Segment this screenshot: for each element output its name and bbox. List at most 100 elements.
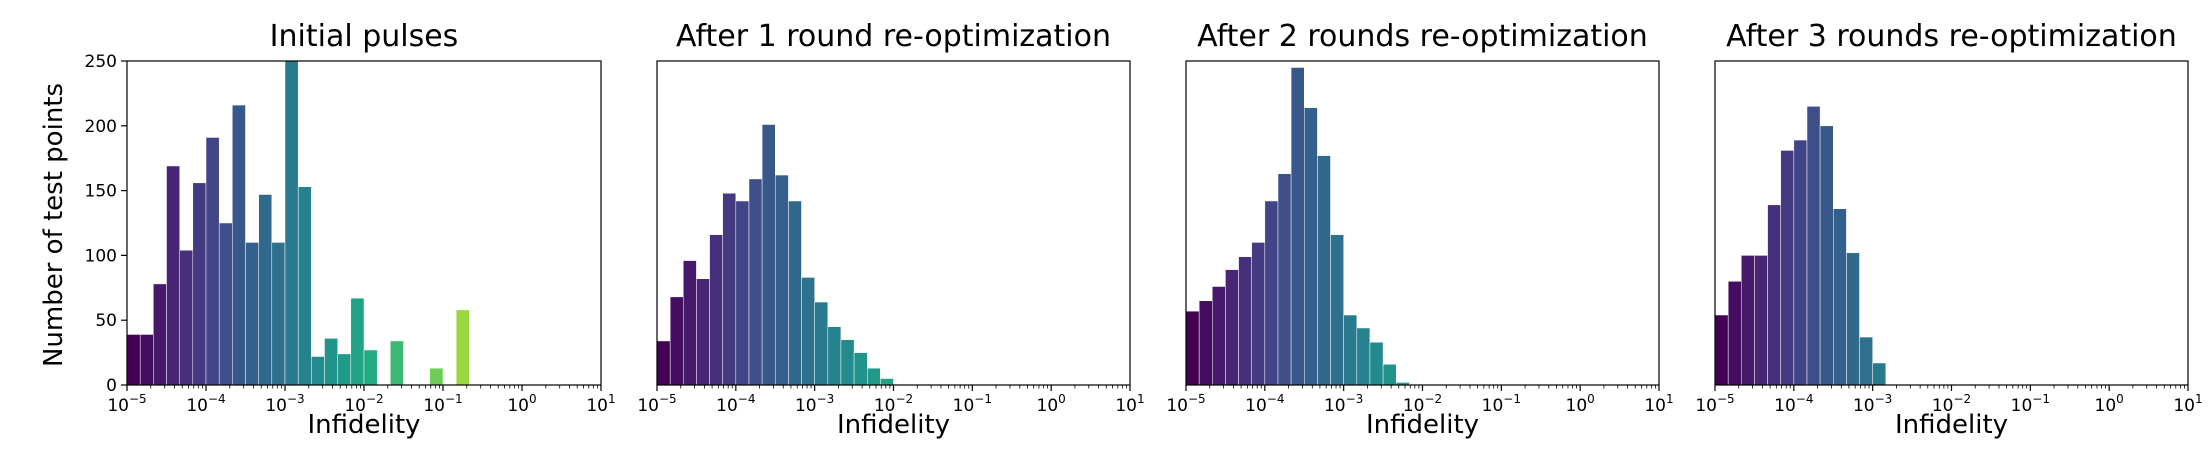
histogram-bar bbox=[683, 260, 697, 386]
histogram-bar bbox=[814, 301, 829, 386]
histogram-bar bbox=[271, 242, 286, 386]
x-axis-label: Infidelity bbox=[1895, 410, 2008, 440]
histogram-bar bbox=[1714, 314, 1729, 386]
histogram-bar bbox=[853, 352, 868, 386]
x-tick-label: 10−5 bbox=[1166, 392, 1205, 416]
histogram-bar bbox=[192, 182, 207, 386]
histogram-bar bbox=[1317, 155, 1331, 386]
histogram-bar bbox=[696, 278, 710, 386]
histogram-bar bbox=[324, 338, 338, 386]
histogram-bar bbox=[363, 349, 378, 386]
histogram-bar bbox=[1754, 255, 1768, 386]
x-tick-label: 100 bbox=[1566, 392, 1595, 416]
histogram-bar bbox=[1727, 281, 1742, 386]
histogram-bar bbox=[840, 339, 855, 386]
histogram-bar bbox=[245, 242, 259, 386]
panel-initial-pulses: Initial pulses Infidelity 10−5 10−4 10−3 10… bbox=[85, 19, 616, 440]
histogram-bar bbox=[1356, 327, 1371, 386]
histogram-bar bbox=[1859, 336, 1873, 386]
histogram-bar bbox=[1767, 204, 1781, 386]
histogram-bar bbox=[1212, 286, 1226, 386]
histogram-bar bbox=[429, 367, 444, 386]
histogram-bar bbox=[1225, 269, 1239, 386]
x-tick-label: 10−3 bbox=[795, 392, 834, 416]
histogram-bar bbox=[337, 353, 352, 386]
histogram-bar bbox=[1833, 208, 1847, 386]
histogram-bar bbox=[880, 378, 894, 386]
x-axis-label: Infidelity bbox=[307, 410, 420, 440]
histogram-bar bbox=[166, 165, 180, 386]
histogram-bar bbox=[775, 174, 789, 386]
histogram-bar bbox=[656, 340, 671, 386]
x-tick-label: 101 bbox=[1115, 392, 1144, 416]
histogram-bar bbox=[1780, 150, 1795, 386]
y-tick-label: 100 bbox=[85, 246, 117, 266]
histogram-bar bbox=[1330, 234, 1344, 386]
histogram-bar bbox=[1382, 364, 1397, 386]
histogram-bar bbox=[669, 296, 684, 386]
x-axis-label: Infidelity bbox=[1366, 410, 1479, 440]
x-tick-label: 10−5 bbox=[107, 392, 146, 416]
histogram-bar bbox=[801, 277, 815, 386]
y-tick-label: 50 bbox=[95, 311, 117, 331]
x-tick-label: 10−3 bbox=[1324, 392, 1363, 416]
panel-after-1-round: After 1 round re-optimization Infidelity… bbox=[637, 19, 1144, 440]
histogram-bar bbox=[761, 124, 776, 386]
x-axis-label: Infidelity bbox=[837, 410, 950, 440]
histogram-bar bbox=[1264, 200, 1279, 386]
histogram-bar bbox=[218, 222, 233, 386]
x-tick-label: 10−1 bbox=[1482, 392, 1521, 416]
x-tick-label: 10−2 bbox=[874, 392, 913, 416]
histogram-bar bbox=[1369, 341, 1384, 386]
histogram-bar bbox=[311, 356, 325, 386]
histogram-bar bbox=[866, 367, 881, 386]
histogram-bar bbox=[748, 178, 763, 386]
histogram-bar bbox=[350, 297, 365, 386]
x-tick-label: 101 bbox=[1644, 392, 1673, 416]
histogram-bar bbox=[390, 340, 404, 386]
histogram-bar bbox=[1185, 310, 1200, 386]
histogram-bar bbox=[1846, 252, 1860, 386]
histogram-bar bbox=[709, 234, 723, 386]
y-axis-label: Number of test points bbox=[39, 83, 69, 367]
panel-after-2-rounds: After 2 rounds re-optimization Infidelit… bbox=[1166, 19, 1673, 440]
x-tick-label: 10−1 bbox=[423, 392, 462, 416]
histogram-bar bbox=[455, 309, 470, 386]
histogram-bar bbox=[788, 200, 802, 386]
histogram-bar bbox=[205, 137, 220, 386]
histogram-bar bbox=[1290, 67, 1305, 386]
x-tick-label: 101 bbox=[586, 392, 615, 416]
histogram-bar bbox=[1793, 139, 1808, 386]
histogram-bar bbox=[153, 283, 167, 386]
histogram-bar bbox=[1806, 106, 1821, 386]
histogram-bar bbox=[258, 194, 273, 386]
histogram-bar bbox=[232, 104, 246, 386]
histogram-bar bbox=[722, 192, 737, 386]
x-tick-label: 10−4 bbox=[1245, 392, 1284, 416]
histogram-bar bbox=[179, 249, 194, 386]
x-tick-label: 101 bbox=[2173, 392, 2202, 416]
x-tick-label: 100 bbox=[2095, 392, 2124, 416]
y-tick-label: 150 bbox=[85, 182, 117, 202]
histogram-bar bbox=[1251, 242, 1266, 386]
histogram-bar bbox=[126, 334, 141, 386]
histogram-bar bbox=[1304, 107, 1318, 386]
histogram-bar bbox=[1238, 256, 1252, 386]
panel-title: Initial pulses bbox=[270, 19, 459, 54]
histogram-bar bbox=[1343, 314, 1358, 386]
x-tick-label: 10−2 bbox=[1932, 392, 1971, 416]
x-tick-label: 10−5 bbox=[1695, 392, 1734, 416]
x-tick-label: 100 bbox=[1037, 392, 1066, 416]
x-tick-label: 10−1 bbox=[953, 392, 992, 416]
histogram-bar bbox=[827, 326, 842, 386]
x-tick-label: 10−1 bbox=[2011, 392, 2050, 416]
panel-title: After 3 rounds re-optimization bbox=[1726, 19, 2177, 54]
x-tick-label: 10−2 bbox=[344, 392, 383, 416]
x-tick-label: 10−4 bbox=[186, 392, 225, 416]
x-tick-label: 10−3 bbox=[265, 392, 304, 416]
histogram-bar bbox=[284, 60, 299, 386]
panel-title: After 2 rounds re-optimization bbox=[1197, 19, 1648, 54]
histogram-bar bbox=[1741, 255, 1755, 386]
histogram-bar bbox=[1872, 362, 1887, 386]
histogram-bar bbox=[735, 200, 750, 386]
